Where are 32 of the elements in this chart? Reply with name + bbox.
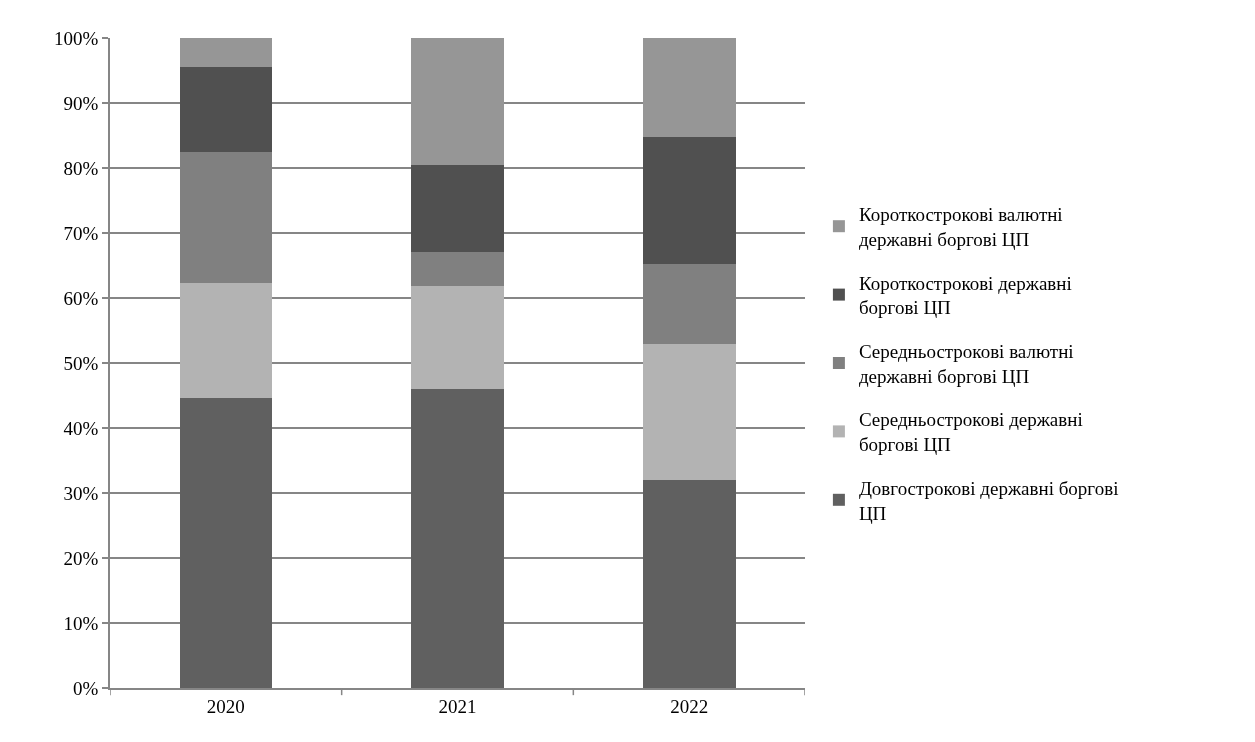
y-tick-label: 40% [63, 417, 99, 439]
y-tick-label: 70% [63, 222, 99, 244]
legend-label: Середньострокові державні боргові ЦП [858, 409, 1083, 456]
y-tick-label: 90% [63, 92, 99, 114]
bar [411, 251, 504, 287]
bar [642, 480, 736, 688]
bar [411, 38, 504, 166]
y-tick-label: 100% [54, 27, 99, 49]
y-tick-label: 30% [63, 482, 99, 504]
y-tick-label: 10% [63, 612, 99, 634]
legend-label: Короткострокові валютні державні боргові ЦП [858, 204, 1063, 250]
legend-label: Середньострокові валютні державні боргові ЦП [858, 341, 1074, 387]
bar [411, 165, 504, 252]
legend-label: Довгострокові державні боргові ЦП [858, 477, 1119, 524]
y-tick-label: 20% [63, 547, 99, 569]
bar [179, 398, 273, 688]
bar [411, 389, 504, 688]
y-tick-label: 80% [63, 157, 99, 179]
y-tick-label: 0% [73, 677, 99, 699]
bar [179, 38, 273, 68]
x-tick-label: 2020 [206, 695, 245, 717]
bar [179, 283, 273, 399]
legend-label: Короткострокові державні боргові ЦП [858, 272, 1072, 319]
y-tick-label: 50% [63, 352, 99, 374]
bar [642, 344, 736, 480]
x-tick-label: 2021 [438, 695, 477, 717]
bar [642, 38, 736, 138]
bar [642, 137, 736, 264]
bar [179, 67, 273, 153]
x-tick-label: 2022 [670, 695, 709, 717]
y-tick-label: 60% [63, 287, 99, 309]
bar [411, 286, 504, 389]
